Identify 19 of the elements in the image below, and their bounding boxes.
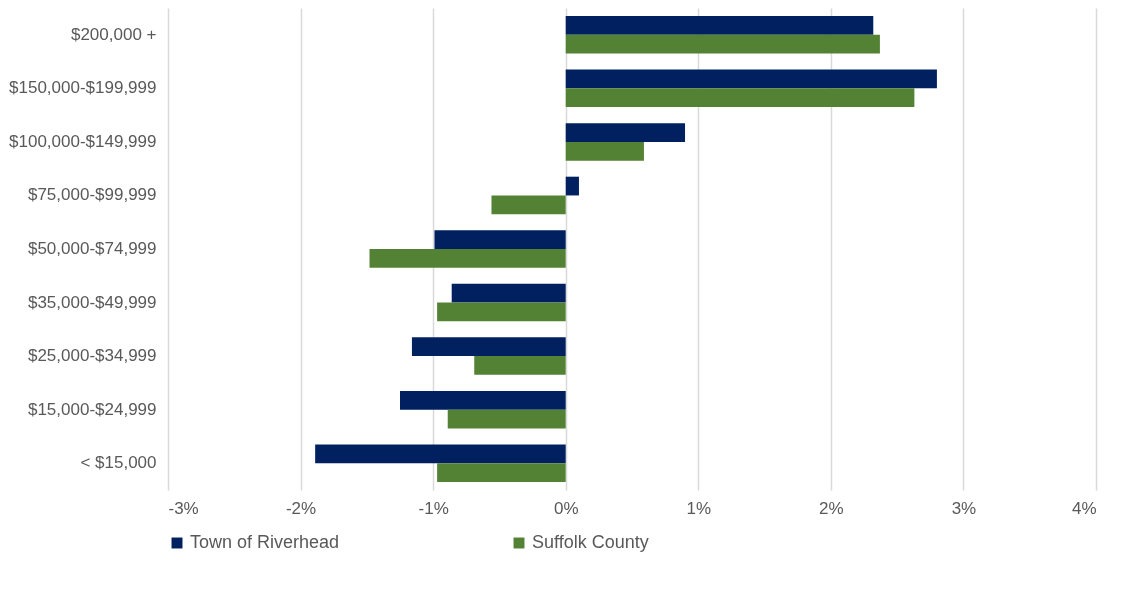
x-tick-label: -1% (418, 498, 449, 518)
y-tick-label: $100,000-$149,999 (9, 131, 157, 151)
x-tick-label: 4% (1071, 498, 1097, 518)
x-tick-label: -3% (168, 498, 199, 518)
x-tick-label: 1% (686, 498, 712, 518)
x-tick-label: -2% (285, 498, 317, 518)
legend-label: Town of Riverhead (190, 532, 340, 552)
x-tick-label: 0% (553, 498, 579, 518)
y-tick-label: $150,000-$199,999 (9, 78, 157, 98)
y-tick-label: $200,000 + (70, 24, 157, 44)
x-tick-label: 2% (819, 498, 844, 518)
y-tick-label: $50,000-$74,999 (27, 239, 157, 258)
y-tick-label: < $15,000 (80, 453, 157, 473)
x-tick-label: 3% (951, 498, 977, 518)
y-tick-label: $25,000-$34,999 (27, 346, 157, 366)
legend-label: Suffolk County (532, 532, 649, 552)
y-tick-label: $35,000-$49,999 (27, 292, 157, 312)
y-tick-label: $15,000-$24,999 (27, 399, 157, 419)
y-tick-label: $75,000-$99,999 (27, 185, 157, 205)
